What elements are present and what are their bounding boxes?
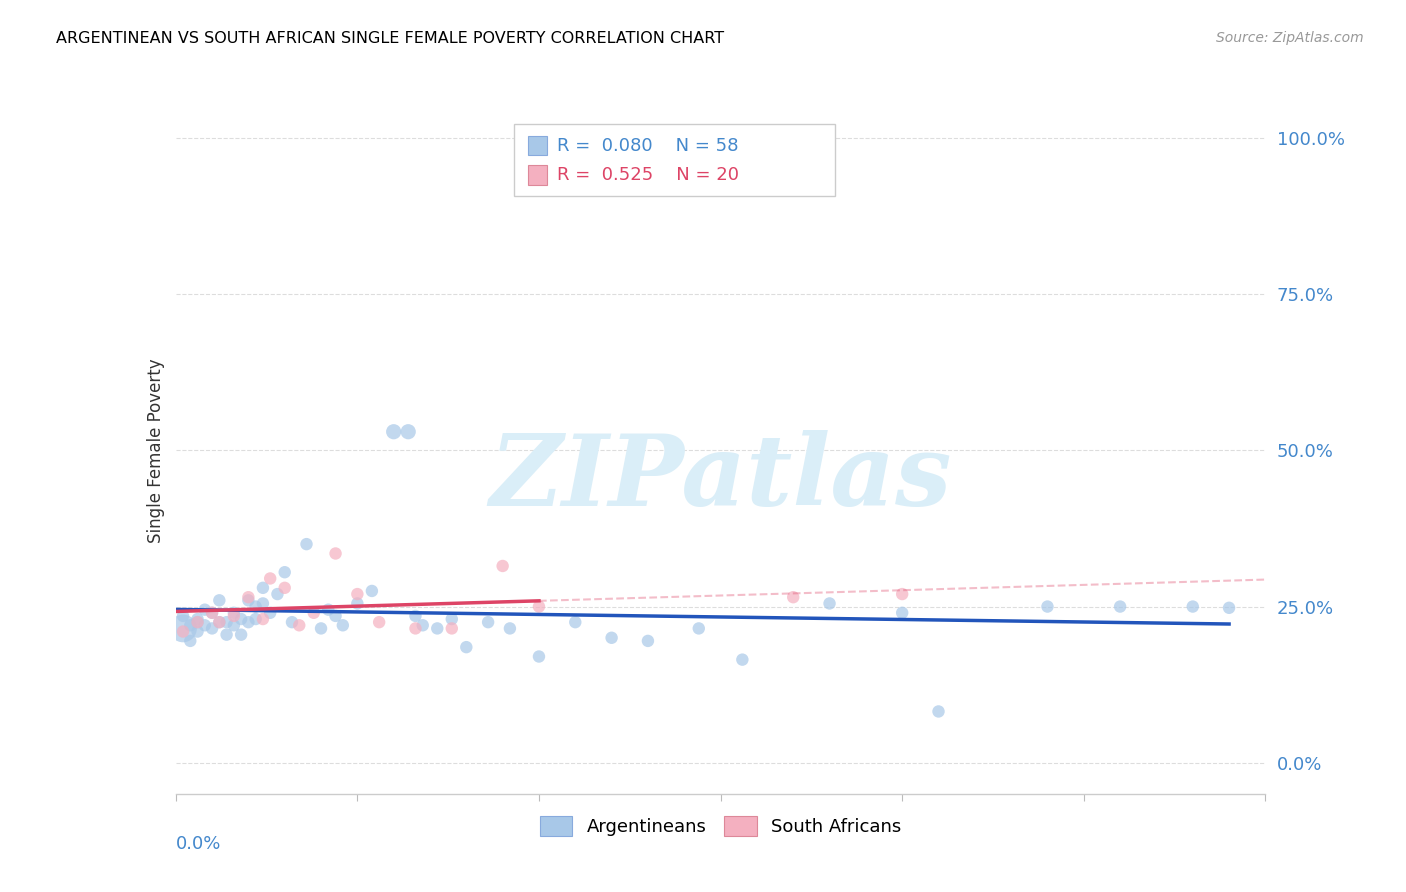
Y-axis label: Single Female Poverty: Single Female Poverty <box>146 359 165 542</box>
Point <box>222 618 245 632</box>
Point <box>194 603 217 617</box>
FancyBboxPatch shape <box>513 124 835 196</box>
Point <box>412 618 434 632</box>
Point <box>368 615 391 630</box>
Point <box>360 583 382 598</box>
Point <box>396 425 419 439</box>
Point <box>382 425 405 439</box>
Point <box>1036 599 1059 614</box>
Point <box>252 581 274 595</box>
Point <box>492 558 515 574</box>
Point <box>346 587 368 601</box>
Point <box>201 606 224 620</box>
Point <box>266 587 288 601</box>
Point <box>179 618 201 632</box>
Point <box>186 624 209 639</box>
Point <box>186 615 209 630</box>
Point <box>231 628 253 642</box>
Text: ZIPatlas: ZIPatlas <box>489 430 952 526</box>
Point <box>891 606 914 620</box>
Point <box>440 612 463 626</box>
Point <box>782 591 804 605</box>
Point <box>208 615 231 630</box>
Point <box>252 596 274 610</box>
Point <box>238 593 260 607</box>
Point <box>274 566 297 580</box>
Point <box>1181 599 1204 614</box>
Point <box>259 571 281 585</box>
Point <box>818 596 841 610</box>
Text: ARGENTINEAN VS SOUTH AFRICAN SINGLE FEMALE POVERTY CORRELATION CHART: ARGENTINEAN VS SOUTH AFRICAN SINGLE FEMA… <box>56 31 724 46</box>
Point <box>238 615 260 630</box>
Point <box>346 596 368 610</box>
Point <box>309 621 332 635</box>
Point <box>731 653 754 667</box>
Point <box>527 649 550 664</box>
Point <box>274 581 297 595</box>
Point <box>172 609 194 624</box>
Point <box>600 631 623 645</box>
Point <box>325 609 347 624</box>
Point <box>172 624 194 639</box>
Point <box>208 593 231 607</box>
Point <box>222 609 245 624</box>
Point <box>688 621 710 635</box>
Text: R =  0.525    N = 20: R = 0.525 N = 20 <box>557 166 740 184</box>
Point <box>405 621 427 635</box>
Point <box>245 612 267 626</box>
Point <box>891 587 914 601</box>
Bar <box>527 136 547 155</box>
Point <box>456 640 478 655</box>
Bar <box>527 165 547 185</box>
Point <box>288 618 311 632</box>
Text: R =  0.080    N = 58: R = 0.080 N = 58 <box>557 136 738 154</box>
Legend: Argentineans, South Africans: Argentineans, South Africans <box>533 809 908 843</box>
Point <box>405 609 427 624</box>
Point <box>318 603 340 617</box>
Point <box>1109 599 1132 614</box>
Point <box>215 628 238 642</box>
Point <box>245 599 267 614</box>
Point <box>231 612 253 626</box>
Point <box>252 612 274 626</box>
Point <box>440 621 463 635</box>
Point <box>332 618 354 632</box>
Point <box>477 615 499 630</box>
Point <box>172 621 194 635</box>
Point <box>499 621 522 635</box>
Point <box>186 615 209 630</box>
Point <box>215 615 238 630</box>
Point <box>208 615 231 630</box>
Point <box>194 618 217 632</box>
Text: Source: ZipAtlas.com: Source: ZipAtlas.com <box>1216 31 1364 45</box>
Point <box>201 606 224 620</box>
Point <box>186 612 209 626</box>
Point <box>1218 600 1240 615</box>
Point <box>238 591 260 605</box>
Text: 0.0%: 0.0% <box>176 835 221 853</box>
Point <box>302 606 325 620</box>
Point <box>201 621 224 635</box>
Point <box>325 546 347 561</box>
Point <box>179 633 201 648</box>
Point <box>527 599 550 614</box>
Point <box>259 606 281 620</box>
Point <box>637 633 659 648</box>
Point <box>281 615 304 630</box>
Point <box>295 537 318 551</box>
Point <box>928 705 950 719</box>
Point <box>564 615 586 630</box>
Point <box>222 606 245 620</box>
Point <box>426 621 449 635</box>
